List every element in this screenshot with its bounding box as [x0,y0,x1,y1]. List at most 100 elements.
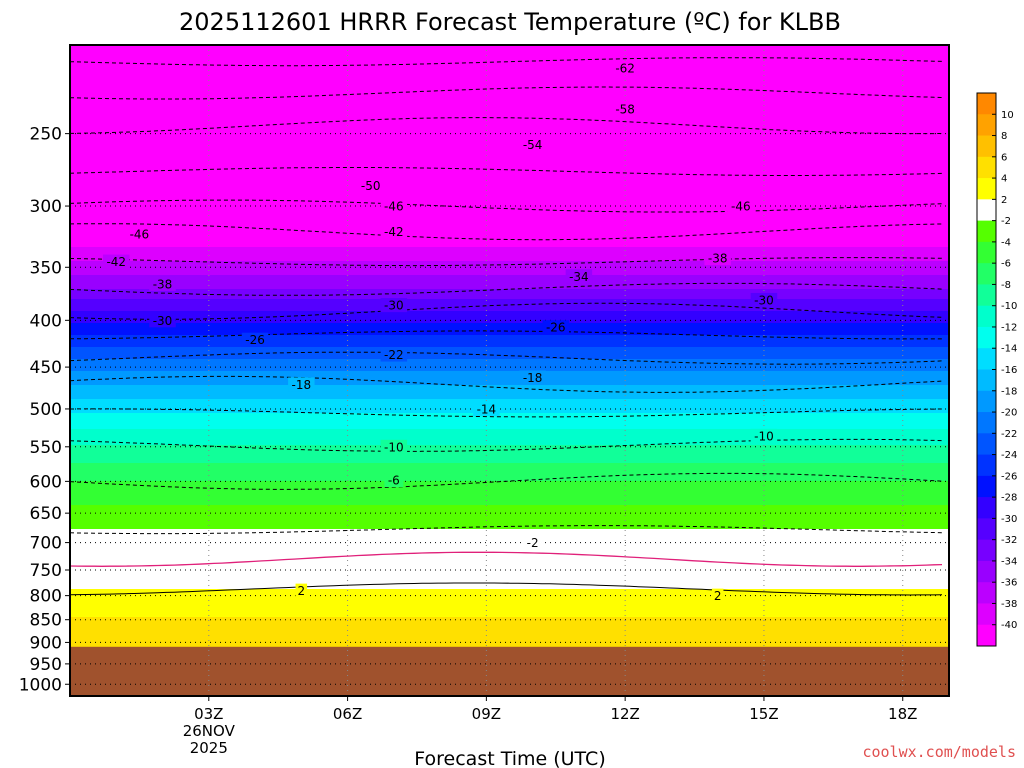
colorbar-swatch [977,220,996,243]
temperature-band [70,455,949,458]
temperature-band [70,413,949,416]
temperature-band [70,617,949,620]
temperature-band [70,379,949,382]
temperature-band [70,389,949,392]
contour-label-bg [380,224,408,239]
temperature-band [70,253,949,256]
temperature-band [70,125,949,128]
temperature-band [70,587,949,590]
y-tick-label: 750 [30,561,62,581]
contour-label: -46 [126,227,153,242]
x-tick-label: 03Z [194,705,223,723]
temperature-band [70,317,949,320]
colorbar-label: -40 [1001,620,1017,631]
contour-label-text: 2 [297,584,305,598]
temperature-band [70,189,949,192]
contour-label-text: -18 [292,378,312,392]
colorbar-swatch [977,199,996,222]
temperature-band [70,183,949,186]
temperature-band [70,181,949,184]
temperature-band [70,543,949,546]
temperature-band [70,449,949,452]
contour-label: -30 [750,292,778,307]
temperature-band [70,169,949,172]
temperature-band [70,145,949,148]
temperature-band [70,207,949,210]
temperature-band [70,499,949,502]
colorbar-label: -14 [1001,344,1017,355]
temperature-band [70,157,949,160]
temperature-band [70,609,949,612]
temperature-band [70,357,949,360]
isotherm-line [70,167,943,176]
temperature-band [70,527,949,530]
contour-label-text: -10 [754,429,774,443]
contour-label-text: -10 [384,440,404,454]
temperature-band [70,171,949,174]
temperature-band [70,137,949,140]
temperature-band [70,165,949,168]
temperature-band [70,399,949,402]
temperature-band [70,629,949,632]
temperature-band [70,215,949,218]
x-tick-label: 15Z [749,705,778,723]
temperature-band [70,381,949,384]
temperature-band [70,467,949,470]
temperature-band [70,371,949,374]
colorbar-label: 2 [1001,195,1007,206]
temperature-band [70,503,949,506]
temperature-band [70,273,949,276]
temperature-band [70,117,949,120]
y-tick-label: 800 [30,587,62,607]
temperature-band [70,387,949,390]
temperature-band [70,479,949,482]
temperature-band [70,331,949,334]
temperature-band [70,369,949,372]
temperature-band [70,111,949,114]
contour-label: -30 [149,313,176,328]
contour-label: -50 [357,178,384,193]
temperature-band [70,365,949,368]
temperature-band [70,193,949,196]
y-tick-label: 500 [30,400,62,420]
temperature-band [70,307,949,310]
temperature-band [70,361,949,364]
contour-label-bg [519,137,546,152]
temperature-band [70,577,949,580]
temperature-band [70,565,949,568]
colorbar-swatch [977,433,996,455]
temperature-band [70,555,949,558]
temperature-band [70,279,949,282]
temperature-band [70,217,949,220]
temperature-band [70,567,949,570]
temperature-band [70,321,949,324]
temperature-band [70,261,949,264]
temperature-band [70,561,949,564]
y-tick-label: 350 [30,258,62,278]
colorbar-label: -10 [1001,301,1017,312]
temperature-field [70,45,949,696]
temperature-band [70,289,949,292]
colorbar-label: -18 [1001,386,1017,397]
temperature-band [70,397,949,400]
temperature-band [70,439,949,442]
y-tick-label: 700 [30,534,62,554]
temperature-band [70,393,949,396]
contour-label-bg [380,199,408,214]
temperature-band [70,407,949,410]
temperature-band [70,535,949,538]
temperature-band [70,447,949,450]
temperature-band [70,97,949,100]
temperature-band [70,373,949,376]
temperature-band [70,341,949,344]
y-tick-label: 550 [30,438,62,458]
temperature-band [70,411,949,414]
temperature-band [70,301,949,304]
contour-label-text: -26 [245,333,265,347]
temperature-band [70,471,949,474]
colorbar-label: -2 [1001,216,1011,227]
isotherm-line [70,86,943,100]
temperature-band [70,445,949,448]
temperature-band [70,525,949,528]
temperature-band [70,129,949,132]
